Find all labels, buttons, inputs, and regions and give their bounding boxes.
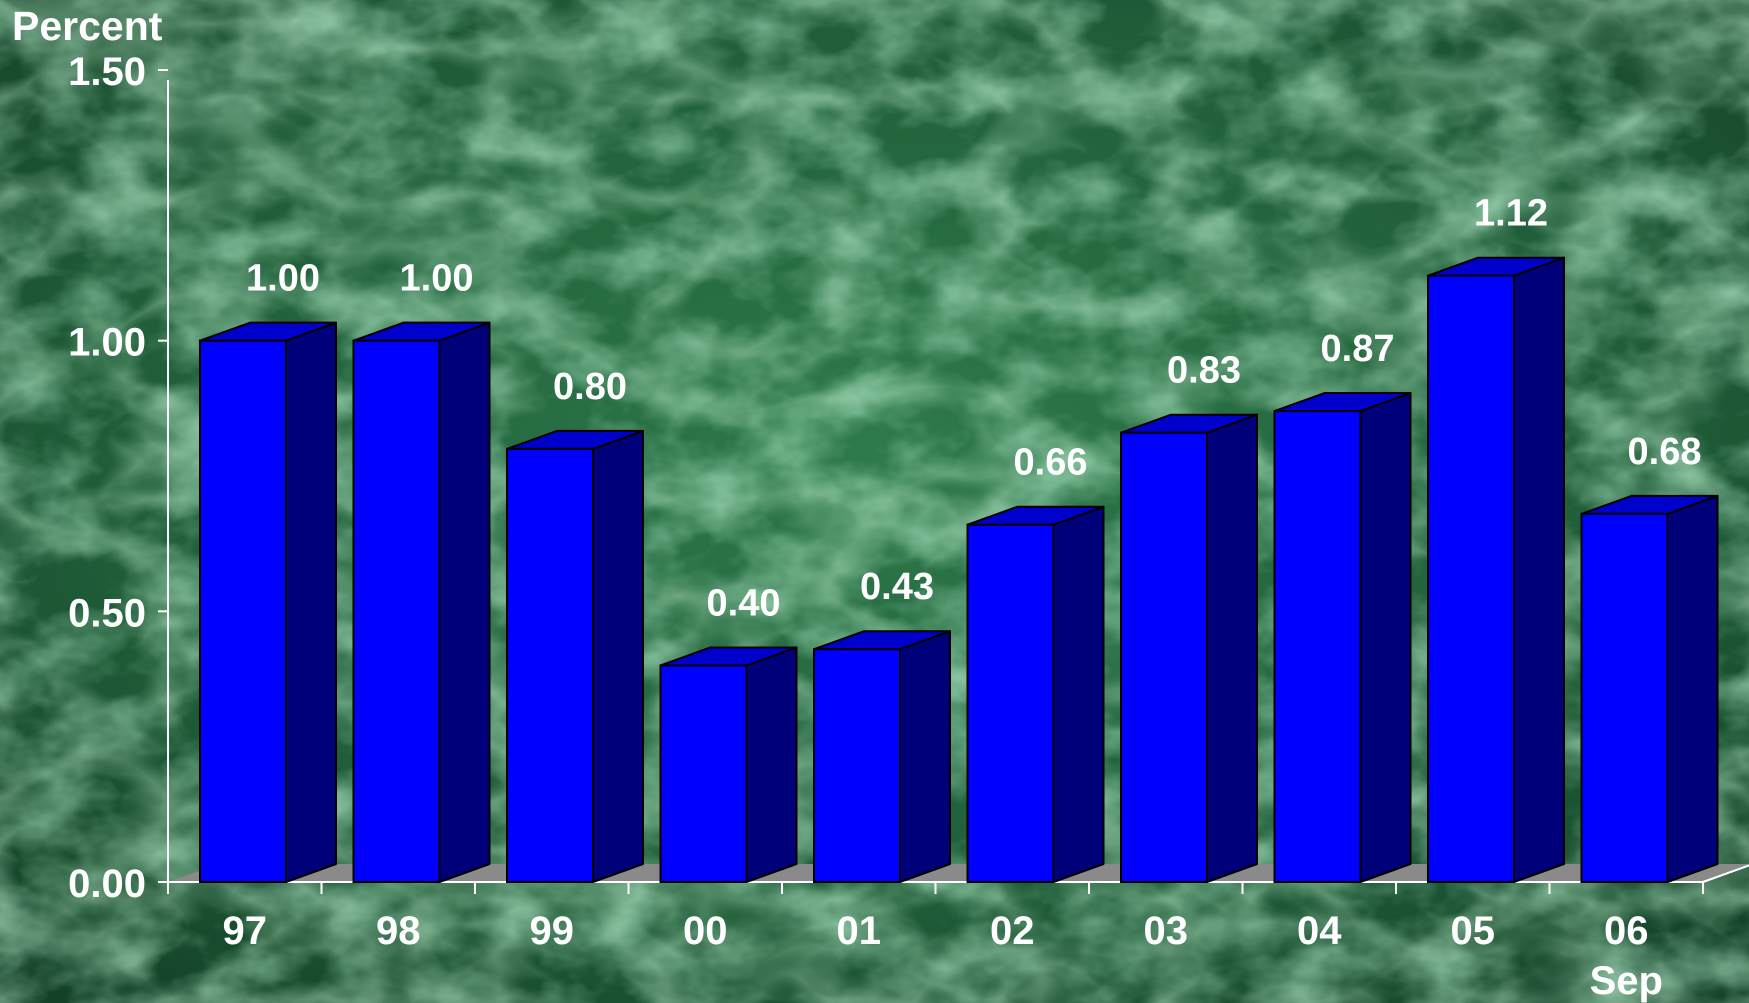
- value-labels: 1.00 1.00 0.80 0.40 0.43 0.66 0.83 0.87 1.12 0.68: [246, 193, 1701, 625]
- bar-side: [1359, 392, 1412, 883]
- bar-front: [813, 648, 901, 884]
- bar-side: [285, 321, 337, 883]
- y-tick-label: 1.50: [68, 50, 146, 94]
- value-label: 0.68: [1628, 431, 1702, 473]
- y-tick-label: 0.00: [68, 862, 146, 906]
- value-label: 0.87: [1321, 328, 1395, 370]
- bar: [659, 646, 798, 884]
- bar-side: [1206, 413, 1258, 883]
- x-tick-label: 06: [1604, 909, 1649, 953]
- bar-side: [1666, 494, 1719, 883]
- bar-front: [1427, 274, 1515, 883]
- x-tick-label: 97: [223, 909, 268, 953]
- bar-side: [438, 321, 491, 883]
- bar-side: [745, 646, 798, 883]
- y-ticks: [158, 69, 168, 883]
- x-tick-label: 01: [837, 909, 882, 953]
- x-sub-label: Sep: [1590, 959, 1663, 1003]
- bar-side: [1052, 505, 1105, 883]
- value-label: 1.00: [246, 258, 320, 300]
- y-tick-labels: 0.00 0.50 1.00 1.50: [68, 50, 146, 906]
- value-label: 0.40: [707, 582, 781, 624]
- x-tick-label: 03: [1144, 909, 1189, 953]
- bar: [966, 505, 1105, 883]
- bar-front: [966, 523, 1055, 883]
- bar-front: [199, 339, 287, 883]
- value-label: 0.66: [1014, 442, 1088, 484]
- value-label: 1.12: [1474, 193, 1548, 235]
- x-tick-label: 99: [530, 909, 575, 953]
- x-tick-labels: 97 98 99 00 01 02 03 04 05 06 Sep: [223, 909, 1663, 1003]
- bar-front: [1273, 410, 1362, 883]
- bar-front: [1120, 431, 1208, 883]
- bar-front: [506, 447, 594, 883]
- bar-side: [899, 630, 951, 883]
- bar: [1120, 413, 1258, 883]
- value-label: 0.80: [553, 366, 627, 408]
- bar: [1273, 392, 1412, 883]
- bar-front: [659, 664, 748, 884]
- bar: [506, 429, 644, 883]
- x-tick-label: 04: [1297, 909, 1342, 953]
- bar-front: [352, 339, 441, 883]
- x-tick-label: 00: [683, 909, 728, 953]
- y-axis-label: Percent: [12, 3, 163, 49]
- bar: [199, 321, 337, 883]
- y-tick-label: 0.50: [68, 591, 146, 635]
- bars: [199, 256, 1719, 884]
- bar-side: [1513, 256, 1565, 883]
- y-tick-label: 1.00: [68, 321, 146, 365]
- floor-edge: [1702, 864, 1749, 883]
- value-label: 1.00: [400, 258, 474, 300]
- bar-front: [1580, 512, 1669, 883]
- x-tick-label: 98: [376, 909, 421, 953]
- value-label: 0.83: [1167, 350, 1241, 392]
- x-ticks: [167, 882, 1704, 894]
- x-tick-label: 05: [1451, 909, 1496, 953]
- bar: [1427, 256, 1565, 883]
- value-label: 0.43: [860, 566, 934, 608]
- bar: [1580, 494, 1719, 883]
- x-tick-label: 02: [990, 909, 1035, 953]
- bar-side: [592, 429, 644, 883]
- bar: [813, 630, 951, 884]
- bar: [352, 321, 491, 883]
